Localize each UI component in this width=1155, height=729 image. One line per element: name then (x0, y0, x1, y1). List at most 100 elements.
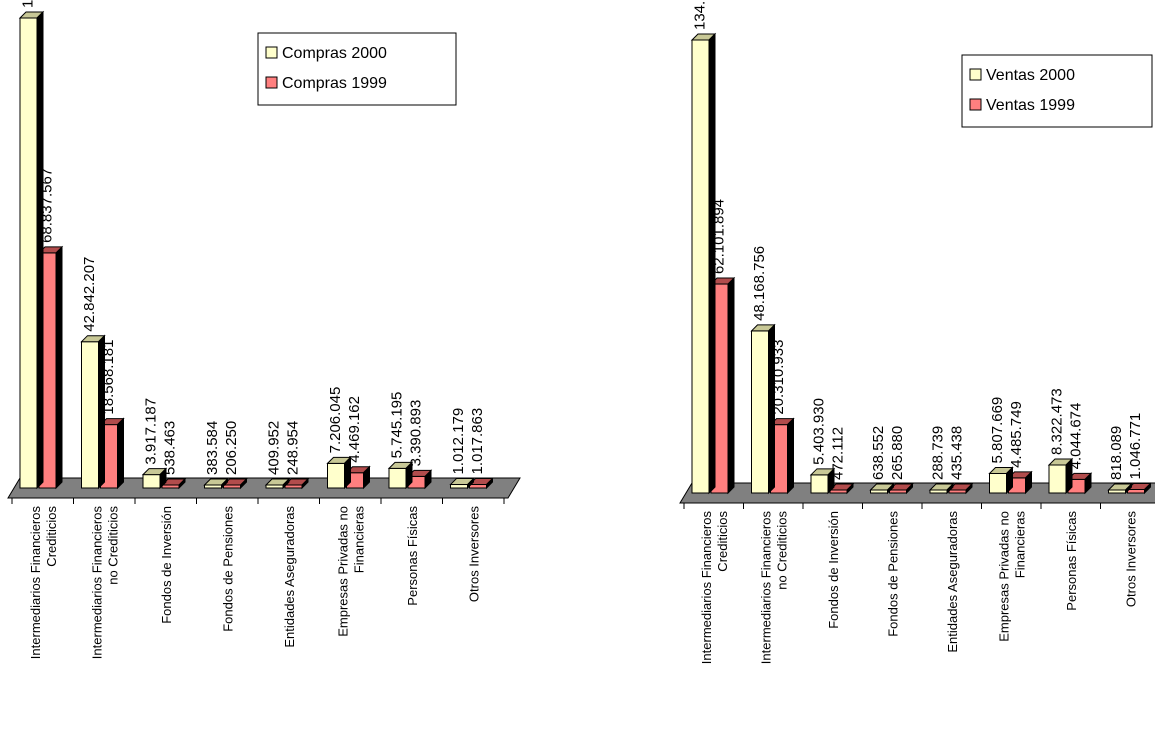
category-label-line: Otros Inversores (466, 506, 481, 603)
category-label-line: Entidades Aseguradoras (282, 506, 297, 648)
legend-label: Ventas 1999 (986, 97, 1075, 114)
data-label: 638.552 (870, 426, 887, 480)
bar-compras-2000 (388, 467, 407, 489)
category-label: Otros Inversores (466, 506, 481, 603)
data-label: 42.842.207 (81, 257, 98, 332)
category-label: Empresas Privadas no Financieras (996, 511, 1027, 642)
category-label-line: Personas Físicas (1064, 511, 1079, 611)
legend-swatch (969, 98, 982, 111)
category-label: Fondos de Pensiones (220, 506, 235, 632)
bar-side (1084, 472, 1092, 495)
data-label: 62.101.894 (711, 199, 728, 274)
bar-side (787, 417, 794, 495)
data-label: 383.584 (204, 421, 221, 475)
category-label-line: Intermediarios Financieros (89, 506, 104, 660)
category-label: Empresas Privadas no Financieras (335, 506, 366, 637)
bar-side (98, 334, 105, 490)
bar-side (405, 461, 413, 490)
bar-side (965, 482, 973, 495)
category-label: Fondos de Pensiones (885, 511, 900, 637)
bar-side (301, 477, 309, 490)
bar-side (1144, 482, 1151, 495)
bar-side (1006, 466, 1013, 495)
bar-ventas-2000 (810, 474, 829, 494)
bar-side (727, 276, 735, 495)
ventas-chart: 134.636.876 48.168.756 5.403.930 638.552 288… (679, 0, 1155, 665)
data-label: 472.112 (830, 427, 847, 480)
category-label-line: no Crediticios (774, 511, 789, 590)
data-label: 818.089 (1108, 426, 1125, 480)
category-label: Intermediarios Financieros no Crediticios (758, 511, 789, 665)
bar-compras-2000 (450, 484, 468, 489)
bar-side (1025, 470, 1032, 495)
bar-side (240, 477, 247, 490)
category-label-line: Fondos de Inversión (159, 506, 174, 624)
category-label-line: Empresas Privadas no (996, 511, 1011, 642)
legend-label: Ventas 2000 (986, 67, 1075, 84)
category-label-line: no Crediticios (105, 506, 120, 585)
data-label: 20.310.933 (770, 340, 787, 415)
data-label: 4.485.749 (1008, 401, 1025, 468)
chart-floor (679, 482, 1155, 504)
legend-swatch (265, 46, 278, 59)
data-label: 409.952 (266, 421, 283, 475)
bar-side (282, 477, 290, 490)
category-label: Intermediarios Financieros Crediticios (28, 506, 59, 660)
category-label-line: Intermediarios Financieros (28, 506, 43, 660)
data-label: 265.880 (889, 426, 906, 480)
data-label: 1.012.179 (450, 408, 467, 475)
bar-compras-2000 (19, 17, 38, 489)
bar-side (708, 32, 716, 495)
data-label: 68.837.567 (39, 168, 56, 243)
legend-swatch (969, 68, 982, 81)
data-label: 4.469.162 (346, 396, 363, 463)
category-label-line: Crediticios (715, 511, 730, 572)
bar-side (1125, 482, 1132, 495)
category-label-line: Fondos de Pensiones (220, 506, 235, 632)
bar-side (846, 482, 854, 495)
category-label: Fondos de Inversión (159, 506, 174, 624)
legend: Ventas 2000 Ventas 1999 (961, 54, 1153, 128)
data-label: 48.168.756 (751, 246, 768, 321)
legend-box (257, 32, 457, 106)
data-label: 7.206.045 (327, 387, 344, 454)
data-label: 4.044.674 (1068, 403, 1085, 470)
bar-side (221, 477, 228, 490)
bar-side (178, 477, 186, 490)
data-label: 5.745.195 (389, 392, 406, 459)
legend-label: Compras 2000 (282, 45, 387, 62)
bar-ventas-2000 (1048, 464, 1067, 494)
legend-box (961, 54, 1153, 128)
data-label: 435.438 (949, 426, 966, 480)
category-label-line: Financieras (1012, 511, 1027, 579)
bar-side (159, 467, 167, 490)
compras-chart: 137.629.345 42.842.207 3.917.187 383.584 409… (7, 0, 521, 660)
category-label-line: Crediticios (44, 506, 59, 567)
bar-side (467, 477, 474, 490)
bar-side (887, 482, 894, 495)
data-label: 538.463 (162, 421, 179, 475)
bar-compras-2000 (142, 474, 161, 489)
data-label: 137.629.345 (20, 0, 37, 8)
bar-side (906, 482, 913, 495)
category-label: Fondos de Inversión (826, 511, 841, 629)
bar-side (117, 417, 124, 490)
bar-ventas-1999 (1127, 488, 1145, 494)
category-label: Personas Físicas (405, 506, 420, 606)
bar-side (827, 467, 835, 495)
bar-compras-2000 (81, 341, 99, 489)
bar-side (36, 10, 44, 490)
data-label: 5.807.669 (989, 397, 1006, 464)
bar-side (768, 323, 775, 495)
legend-label: Compras 1999 (282, 75, 387, 92)
bar-ventas-2000 (751, 330, 769, 494)
bar-ventas-2000 (691, 39, 710, 494)
bar-side (486, 477, 493, 490)
data-label: 134.636.876 (692, 0, 709, 30)
category-label-line: Empresas Privadas no (335, 506, 350, 637)
category-label-line: Financieras (351, 506, 366, 574)
category-label-line: Otros Inversores (1123, 511, 1138, 608)
bar-side (424, 469, 432, 490)
category-label-line: Entidades Aseguradoras (945, 511, 960, 653)
legend: Compras 2000 Compras 1999 (257, 32, 457, 106)
